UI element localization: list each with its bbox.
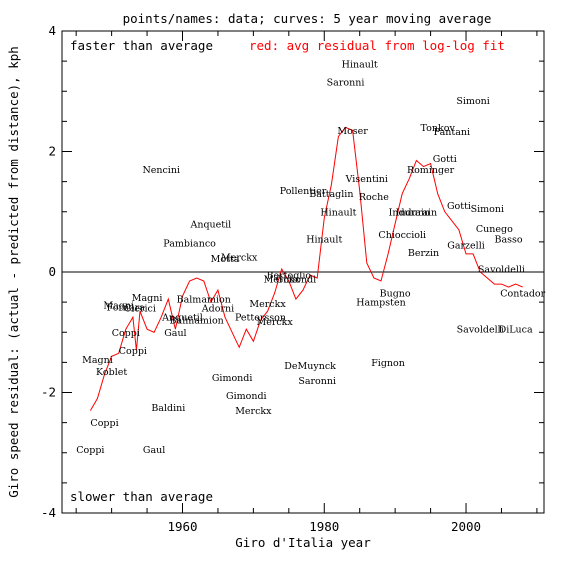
point-label: Savoldelli bbox=[478, 264, 525, 275]
point-label: Hinault bbox=[320, 207, 356, 218]
moving-average-layer bbox=[89, 126, 523, 411]
axes-layer: 1960 1980 2000 -4 -2 0 2 4 bbox=[41, 23, 544, 534]
point-label: Koblet bbox=[96, 367, 127, 378]
y-tick-label: 2 bbox=[48, 144, 56, 159]
y-tick-label: 0 bbox=[48, 264, 56, 279]
point-label: Roche bbox=[359, 192, 389, 203]
point-label: Battaglin bbox=[309, 189, 353, 200]
point-labels-layer: CoppiCoppiMagniKobletCoppiCoppiMagniForn… bbox=[76, 60, 545, 457]
point-label: Gimondi bbox=[226, 391, 267, 402]
y-axis-label: Giro speed residual: (actual - predicted… bbox=[6, 46, 21, 498]
annotation-slower: slower than average bbox=[70, 489, 213, 504]
point-label: Gimondi bbox=[212, 373, 253, 384]
point-label: Balmamion bbox=[177, 295, 231, 306]
point-label: Bertoglio bbox=[267, 271, 312, 282]
point-label: Chioccioli bbox=[378, 230, 426, 241]
point-label: Tonkov bbox=[421, 123, 456, 134]
point-label: DiLuca bbox=[499, 325, 533, 336]
point-label: Basso bbox=[494, 234, 522, 245]
point-label: Pantani bbox=[434, 127, 470, 138]
point-label: Pettersson bbox=[235, 313, 286, 324]
point-label: Berzin bbox=[408, 248, 439, 259]
x-tick-label: 1980 bbox=[309, 519, 339, 534]
point-label: Magni bbox=[82, 355, 113, 366]
point-label: Balmamion bbox=[170, 316, 224, 327]
point-label: Garzelli bbox=[447, 240, 485, 251]
point-label: Coppi bbox=[112, 328, 140, 339]
point-label: Rominger bbox=[407, 165, 455, 176]
point-label: Fignon bbox=[371, 358, 405, 369]
point-label: Simoni bbox=[471, 204, 504, 215]
point-label: Adorni bbox=[201, 304, 234, 315]
point-label: Clerici bbox=[124, 304, 156, 315]
point-label: Cunego bbox=[476, 224, 513, 235]
y-tick-label: 4 bbox=[48, 23, 56, 38]
point-label: Hinault bbox=[342, 60, 378, 71]
point-label: Anquetil bbox=[190, 219, 232, 230]
point-label: Saronni bbox=[298, 376, 336, 387]
point-label: Bugno bbox=[380, 289, 411, 300]
point-label: Gimondi bbox=[276, 275, 317, 286]
point-label: Coppi bbox=[90, 418, 118, 429]
x-tick-label: 2000 bbox=[451, 519, 481, 534]
y-tick-label: -2 bbox=[41, 385, 56, 400]
point-label: Merckx bbox=[256, 317, 293, 328]
chart-title: points/names: data; curves: 5 year movin… bbox=[123, 11, 492, 26]
point-label: Anquetil bbox=[161, 313, 203, 324]
point-label: Indurain bbox=[396, 207, 437, 218]
point-label: Gotti bbox=[447, 201, 471, 212]
x-tick-label: 1960 bbox=[167, 519, 197, 534]
point-label: Pambianco bbox=[163, 239, 216, 250]
point-label: DeMuynck bbox=[284, 361, 336, 372]
point-label: Merckx bbox=[249, 299, 286, 310]
y-tick-label: -4 bbox=[41, 505, 56, 520]
point-label: Magni bbox=[132, 293, 163, 304]
point-label: Saronni bbox=[327, 78, 365, 89]
annotation-legend-red: red: avg residual from log-log fit bbox=[249, 38, 505, 53]
point-label: Coppi bbox=[119, 346, 147, 357]
point-label: Hampsten bbox=[356, 298, 405, 309]
point-label: Savoldelli bbox=[457, 325, 504, 336]
point-label: Motta bbox=[211, 254, 240, 265]
point-label: Visentini bbox=[345, 174, 388, 185]
point-label: Fornara bbox=[107, 302, 146, 313]
point-label: Magni bbox=[103, 301, 134, 312]
point-label: Coppi bbox=[76, 445, 104, 456]
point-label: Pollentier bbox=[280, 186, 327, 197]
point-label: Gotti bbox=[433, 154, 457, 165]
point-label: Nencini bbox=[142, 165, 180, 176]
annotation-faster: faster than average bbox=[70, 38, 213, 53]
x-axis-label: Giro d'Italia year bbox=[235, 535, 371, 550]
point-label: Hinault bbox=[306, 234, 342, 245]
point-label: Indurain bbox=[389, 207, 430, 218]
point-label: Moser bbox=[337, 126, 368, 137]
point-label: Gaul bbox=[164, 328, 186, 339]
point-label: Merckx bbox=[235, 406, 272, 417]
point-label: Simoni bbox=[456, 96, 489, 107]
point-label: Merckx bbox=[221, 252, 258, 263]
point-label: Gaul bbox=[143, 445, 165, 456]
point-label: Merckx bbox=[264, 275, 301, 286]
moving-average-line bbox=[89, 126, 523, 411]
point-label: Baldini bbox=[151, 403, 185, 414]
point-label: Contador bbox=[500, 289, 545, 300]
